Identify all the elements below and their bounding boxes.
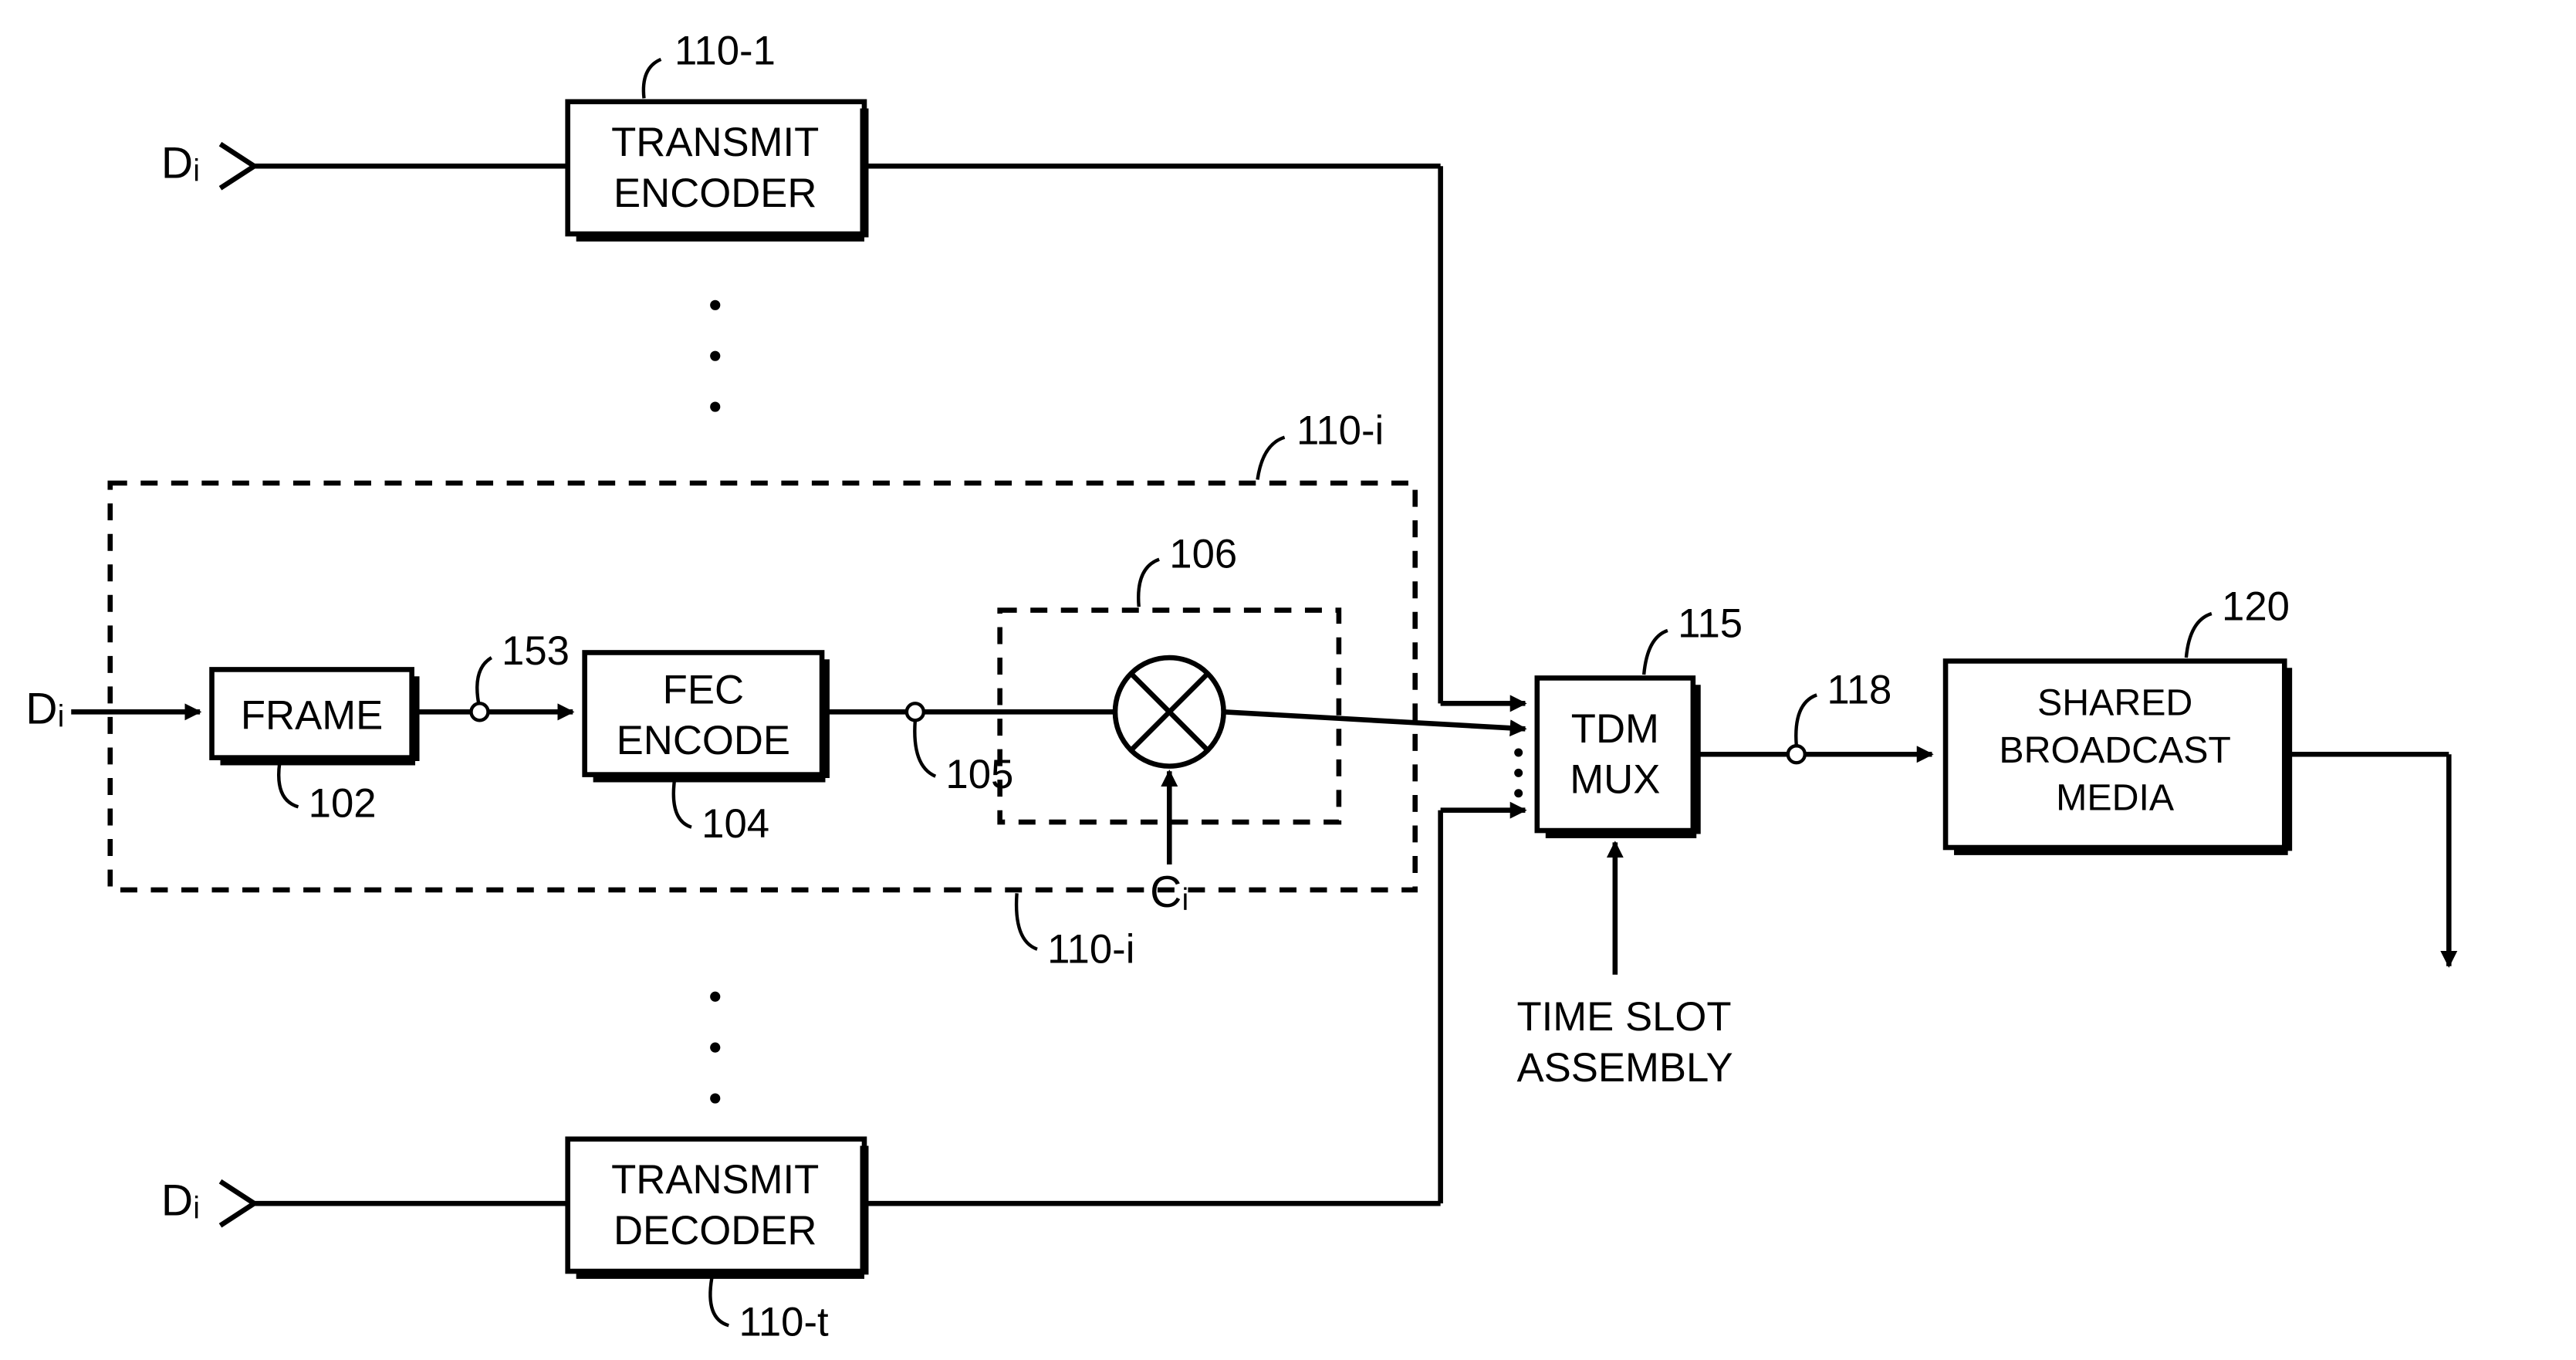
ref-153: 153 (502, 628, 570, 674)
ref-104: 104 (701, 801, 769, 847)
ellipsis-dot (710, 300, 720, 310)
fec-encode-block: FEC ENCODE (585, 652, 826, 778)
leader-line (644, 59, 661, 99)
mixer-symbol (1115, 658, 1224, 766)
tdm-line1: TDM (1571, 706, 1659, 752)
leader-line (1257, 438, 1284, 480)
transmit-encoder-line2: ENCODER (614, 171, 816, 216)
leader-line (914, 720, 935, 776)
leader-line (710, 1278, 729, 1325)
signal-node (1788, 746, 1805, 763)
tdm-mux-block: TDM MUX (1537, 678, 1696, 834)
shared-line3: MEDIA (2056, 777, 2175, 819)
leader-line (1016, 893, 1037, 949)
wire (1224, 712, 1526, 729)
ellipsis-dot (1514, 769, 1523, 777)
ref-110-1: 110-1 (674, 28, 776, 73)
transmit-encoder-block: TRANSMIT ENCODER (568, 102, 864, 238)
tdm-line2: MUX (1570, 757, 1660, 803)
input-port-bottom (220, 1182, 254, 1226)
signal-node (472, 703, 488, 720)
ref-105: 105 (945, 752, 1013, 797)
leader-line (477, 658, 492, 709)
transmit-decoder-line2: DECODER (614, 1208, 816, 1253)
frame-block: FRAME (212, 669, 416, 761)
ref-115: 115 (1678, 601, 1743, 647)
leader-line (2186, 614, 2212, 658)
ref-106: 106 (1169, 532, 1237, 577)
leader-line (279, 763, 298, 807)
input-label-top: Dᵢ (161, 139, 200, 188)
mixer-input-label: Cᵢ (1150, 868, 1188, 917)
ellipsis-dot (710, 401, 720, 411)
input-label-middle: Dᵢ (25, 685, 64, 734)
timeslot-line2: ASSEMBLY (1516, 1045, 1733, 1091)
ellipsis-dot (710, 992, 720, 1002)
leader-line (1796, 695, 1817, 746)
leader-line (1644, 631, 1668, 675)
input-label-bottom: Dᵢ (161, 1176, 200, 1226)
ref-102: 102 (309, 780, 377, 826)
ellipsis-dot (710, 1043, 720, 1053)
ellipsis-dot (710, 351, 720, 361)
timeslot-line1: TIME SLOT (1516, 994, 1731, 1040)
fec-line1: FEC (663, 667, 744, 712)
ref-118: 118 (1827, 667, 1891, 712)
input-port-top (220, 144, 254, 188)
fec-line2: ENCODE (617, 718, 790, 763)
ref-120: 120 (2222, 584, 2290, 630)
transmit-encoder-line1: TRANSMIT (611, 120, 819, 165)
ref-110-i-bottom: 110-i (1047, 926, 1134, 972)
transmit-decoder-block: TRANSMIT DECODER (568, 1139, 864, 1275)
transmit-decoder-line1: TRANSMIT (611, 1157, 819, 1203)
signal-flow-diagram: Dᵢ TRANSMIT ENCODER 110-1 110-i 110-i Dᵢ… (0, 0, 2576, 1356)
leader-line (1138, 560, 1159, 607)
ref-110-i-top: 110-i (1296, 408, 1384, 453)
shared-line2: BROADCAST (1999, 729, 2231, 771)
leader-line (674, 780, 691, 827)
shared-line1: SHARED (2037, 682, 2192, 724)
frame-label: FRAME (241, 692, 383, 738)
ref-110-t: 110-t (739, 1299, 829, 1345)
shared-media-block: SHARED BROADCAST MEDIA (1946, 661, 2288, 851)
ellipsis-dot (710, 1093, 720, 1103)
signal-node (907, 703, 924, 720)
ellipsis-dot (1514, 749, 1523, 757)
ellipsis-dot (1514, 789, 1523, 797)
